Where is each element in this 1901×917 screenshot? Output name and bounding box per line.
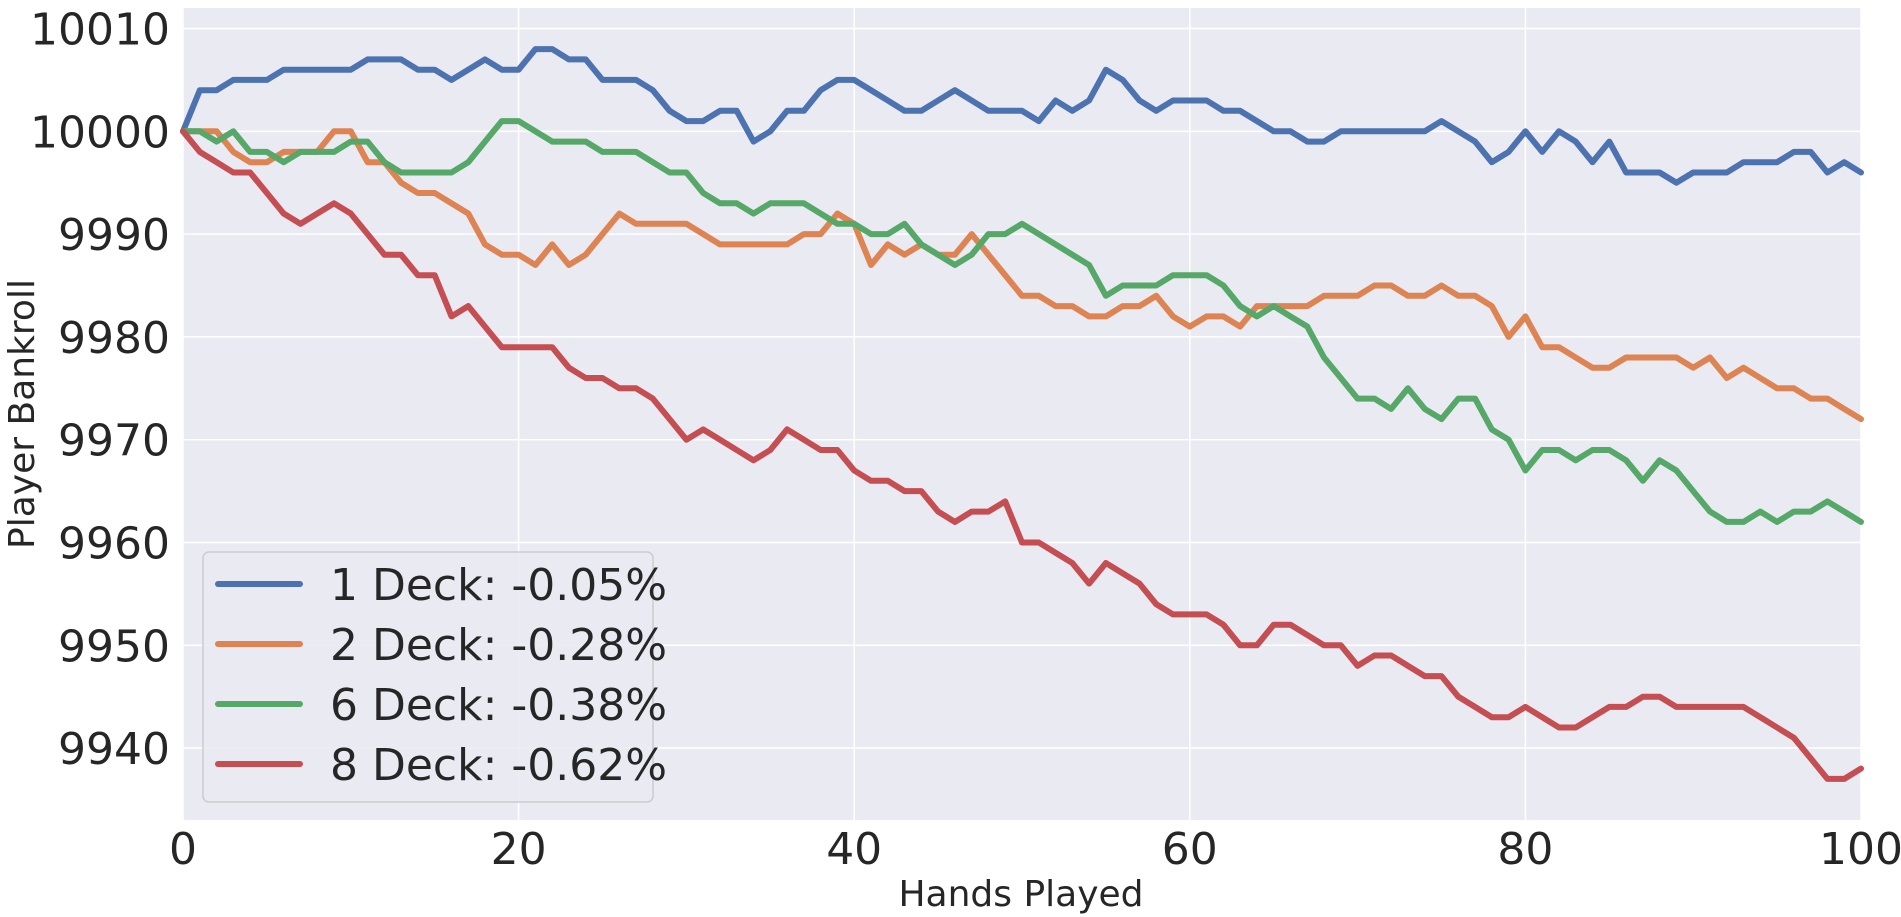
legend-label: 8 Deck: -0.62% — [330, 740, 667, 791]
x-tick-label: 100 — [1819, 824, 1901, 875]
legend-box — [202, 551, 654, 803]
x-tick-label: 60 — [1162, 824, 1218, 875]
series-line-1 — [180, 46, 1864, 186]
series-line-2 — [180, 128, 1864, 423]
y-tick-label: 9990 — [58, 210, 170, 261]
y-tick-label: 9960 — [58, 518, 170, 569]
y-tick-label: 9970 — [58, 416, 170, 467]
legend: 1 Deck: -0.05% 2 Deck: -0.28% 6 Deck: -0.3… — [202, 551, 667, 803]
y-tick-labels: 9940 9950 9960 9970 9980 9990 10000 10010 — [30, 5, 170, 775]
x-tick-label: 80 — [1497, 824, 1553, 875]
legend-label: 6 Deck: -0.38% — [330, 680, 667, 731]
x-tick-labels: 0 20 40 60 80 100 — [169, 824, 1901, 875]
legend-label: 1 Deck: -0.05% — [330, 560, 667, 611]
y-tick-label: 9950 — [58, 621, 170, 672]
series-line-3 — [180, 118, 1864, 525]
x-axis-label: Hands Played — [898, 874, 1143, 915]
y-tick-label: 10010 — [30, 5, 170, 56]
legend-label: 2 Deck: -0.28% — [330, 620, 667, 671]
y-tick-label: 9980 — [58, 313, 170, 364]
series-line-4 — [180, 128, 1864, 782]
x-tick-label: 0 — [169, 824, 197, 875]
x-tick-label: 20 — [491, 824, 547, 875]
y-axis-label: Player Bankroll — [2, 279, 43, 549]
y-tick-label: 10000 — [30, 107, 170, 158]
x-tick-label: 40 — [826, 824, 882, 875]
series-lines — [180, 46, 1864, 782]
y-tick-label: 9940 — [58, 724, 170, 775]
